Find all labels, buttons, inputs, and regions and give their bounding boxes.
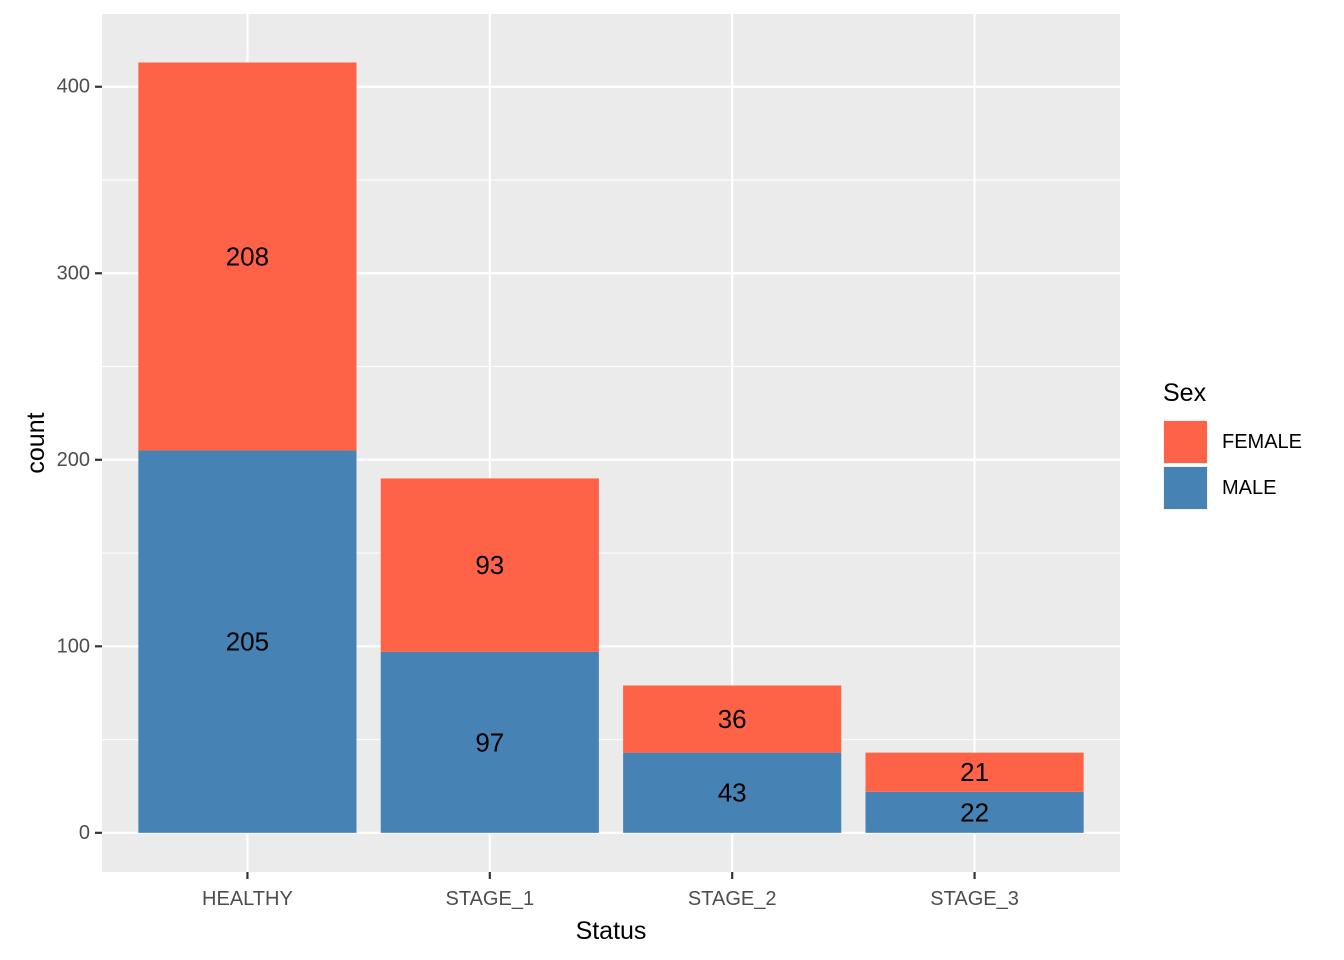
bar-male-healthy <box>138 450 357 833</box>
legend-key-male <box>1164 467 1207 509</box>
bar-female-healthy <box>138 62 357 451</box>
legend-label-male: MALE <box>1222 477 1276 499</box>
x-tick-label: STAGE_3 <box>930 888 1019 910</box>
y-tick-label: 0 <box>79 822 90 844</box>
data-label-male-healthy: 205 <box>226 627 269 657</box>
y-tick-label: 200 <box>57 449 90 471</box>
data-label-female-stage_3: 21 <box>960 757 989 787</box>
x-axis-title: Status <box>576 917 647 945</box>
data-label-female-healthy: 208 <box>226 241 269 271</box>
bar-female-stage_1 <box>380 478 599 652</box>
y-tick-label: 400 <box>57 76 90 98</box>
y-tick-label: 100 <box>57 635 90 657</box>
data-label-female-stage_2: 36 <box>718 704 747 734</box>
bar-male-stage_3 <box>865 791 1084 833</box>
data-label-female-stage_1: 93 <box>475 550 504 580</box>
data-labels: 205 208 97 93 43 36 22 21 <box>226 241 989 827</box>
x-axis: HEALTHY STAGE_1 STAGE_2 STAGE_3 <box>202 872 1019 910</box>
x-tick-label: STAGE_1 <box>446 888 535 910</box>
y-tick-label: 300 <box>57 262 90 284</box>
legend: Sex FEMALE MALE <box>1163 379 1302 510</box>
bar-male-stage_1 <box>380 651 599 833</box>
bar-male-stage_2 <box>623 752 842 833</box>
bars <box>138 62 1084 833</box>
bar-female-stage_2 <box>623 685 842 753</box>
data-label-male-stage_2: 43 <box>718 778 747 808</box>
bar-female-stage_3 <box>865 752 1084 792</box>
legend-label-female: FEMALE <box>1222 431 1302 453</box>
legend-key-female <box>1164 421 1207 463</box>
y-axis-title: count <box>22 412 50 473</box>
legend-title: Sex <box>1163 379 1207 407</box>
x-tick-label: STAGE_2 <box>688 888 777 910</box>
x-tick-label: HEALTHY <box>202 888 293 910</box>
data-label-male-stage_3: 22 <box>960 797 989 827</box>
data-label-male-stage_1: 97 <box>475 727 504 757</box>
y-axis: 0 100 200 300 400 <box>57 76 102 844</box>
